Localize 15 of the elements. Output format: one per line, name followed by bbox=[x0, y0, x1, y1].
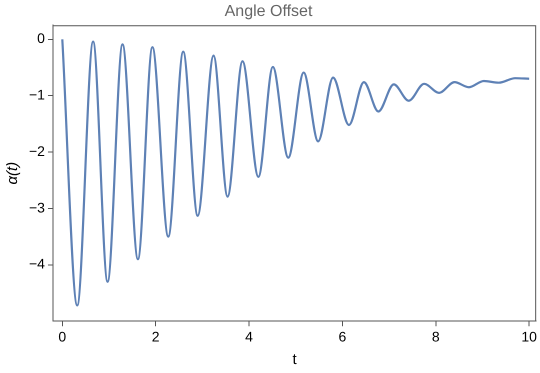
x-tick-label: 6 bbox=[338, 328, 347, 344]
y-tick-label: −4 bbox=[28, 256, 46, 272]
y-axis-title: α(t) bbox=[4, 162, 22, 185]
y-tick-label: −2 bbox=[28, 142, 46, 159]
x-tick-label: 8 bbox=[432, 328, 440, 344]
y-tick-label: −1 bbox=[28, 86, 46, 103]
x-tick-label: 2 bbox=[152, 328, 160, 344]
x-tick-label: 4 bbox=[245, 328, 254, 344]
chart-title: Angle Offset bbox=[224, 3, 313, 20]
x-tick-label: 0 bbox=[58, 328, 66, 344]
y-tick-label: −3 bbox=[28, 199, 46, 216]
y-tick-label: 0 bbox=[37, 30, 46, 46]
line-series bbox=[61, 38, 530, 307]
x-axis-title: t bbox=[292, 351, 298, 368]
x-tick-label: 10 bbox=[521, 328, 538, 344]
